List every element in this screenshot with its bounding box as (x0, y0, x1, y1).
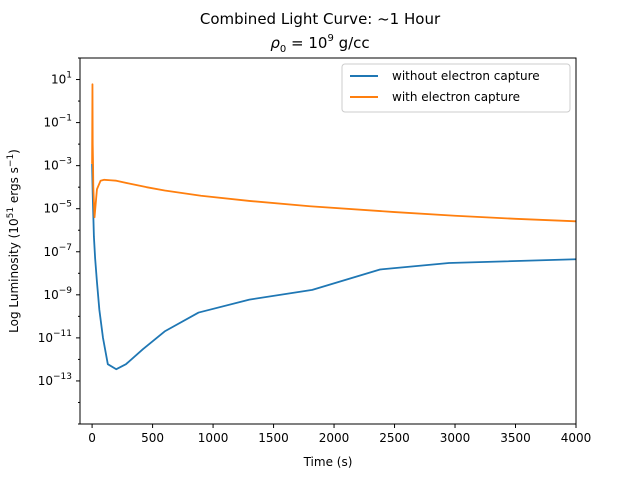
y-tick-label: 10−5 (43, 200, 72, 216)
x-axis: 0 500 1000 1500 2000 2500 3000 3500 4000 (88, 424, 591, 445)
series-line-without-capture (91, 163, 576, 371)
x-tick-label: 2500 (379, 431, 410, 445)
x-tick-label: 0 (88, 431, 96, 445)
series-line-with-capture (91, 83, 576, 223)
legend: without electron capture with electron c… (341, 63, 571, 113)
y-tick-label: 10−3 (43, 157, 72, 173)
chart-title: Combined Light Curve: ~1 Hour (200, 10, 441, 28)
y-tick-label: 10−9 (43, 286, 72, 302)
x-tick-label: 2000 (319, 431, 350, 445)
y-tick-label: 10−11 (38, 329, 72, 345)
y-axis-label: Log Luminosity (1051 ergs s−1) (6, 149, 21, 333)
x-tick-label: 3500 (500, 431, 531, 445)
y-tick-label: 10−13 (38, 372, 72, 388)
x-tick-label: 4000 (561, 431, 592, 445)
plot-frame (79, 57, 577, 425)
x-tick-label: 3000 (440, 431, 471, 445)
x-axis-label: Time (s) (303, 455, 353, 469)
x-tick-label: 1500 (258, 431, 289, 445)
legend-label-without-capture: without electron capture (392, 69, 540, 83)
y-axis: 101 10−1 10−3 10−5 10−7 10−9 10−11 10−13 (38, 57, 80, 425)
y-tick-label: 101 (51, 71, 72, 87)
legend-box (341, 63, 571, 113)
x-tick-label: 500 (141, 431, 164, 445)
chart-subtitle: ρ0 = 109 g/cc (270, 33, 369, 55)
y-tick-label: 10−1 (43, 114, 72, 130)
series-layer (91, 83, 576, 371)
y-tick-label: 10−7 (43, 243, 72, 259)
legend-label-with-capture: with electron capture (392, 90, 520, 104)
x-tick-label: 1000 (198, 431, 229, 445)
